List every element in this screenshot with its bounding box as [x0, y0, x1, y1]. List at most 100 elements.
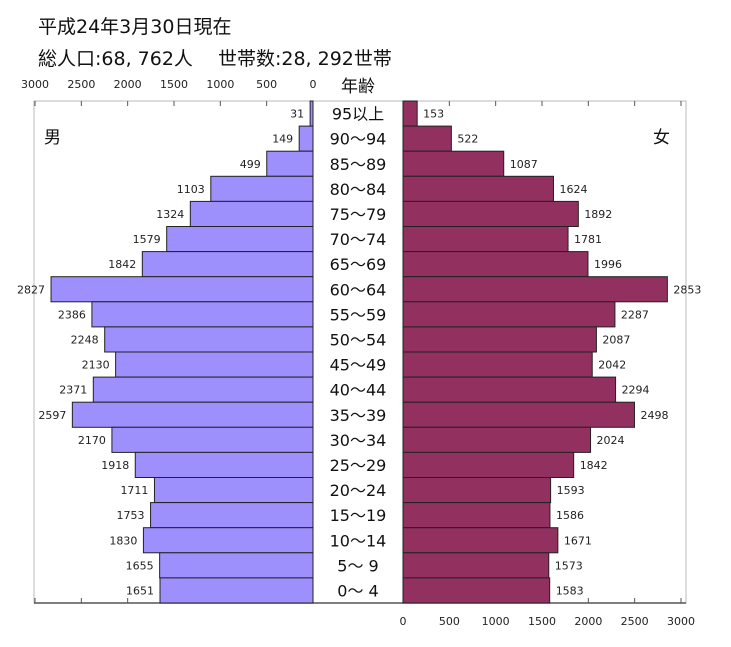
male-value-label: 2386 — [58, 308, 86, 321]
female-value-label: 1781 — [574, 233, 602, 246]
female-value-label: 2853 — [673, 283, 701, 296]
left-tick-label: 1500 — [160, 78, 188, 91]
female-value-label: 2042 — [598, 359, 626, 372]
female-bar — [402, 552, 550, 579]
female-value-label: 1996 — [594, 258, 622, 271]
right-tick-label: 3000 — [667, 615, 695, 628]
male-value-label: 2371 — [59, 384, 87, 397]
male-bar — [142, 527, 314, 554]
male-value-label: 1324 — [156, 208, 184, 221]
female-bar — [402, 527, 559, 554]
male-value-label: 149 — [272, 133, 293, 146]
female-bar — [402, 175, 554, 202]
female-value-label: 2024 — [597, 434, 625, 447]
age-axis-title: 年齢 — [341, 77, 375, 97]
male-bar — [92, 376, 314, 403]
female-value-label: 1892 — [584, 208, 612, 221]
right-tick-label: 2000 — [574, 615, 602, 628]
female-bar — [402, 426, 592, 453]
female-bar — [402, 251, 589, 278]
male-label: 男 — [44, 128, 61, 148]
male-bar — [104, 326, 314, 353]
age-group-label: 60～64 — [330, 280, 387, 299]
male-bar — [115, 351, 314, 378]
female-bar — [402, 125, 452, 152]
female-bar — [402, 150, 505, 177]
male-value-label: 1579 — [133, 233, 161, 246]
left-tick-label: 1000 — [206, 78, 234, 91]
right-tick-label: 1500 — [528, 615, 556, 628]
left-tick-label: 0 — [310, 78, 317, 91]
male-bar — [91, 301, 314, 328]
date-title: 平成24年3月30日現在 — [38, 16, 232, 38]
male-value-label: 499 — [240, 158, 261, 171]
age-group-label: 70～74 — [330, 230, 387, 249]
female-value-label: 2287 — [621, 308, 649, 321]
female-bar — [402, 226, 569, 253]
male-value-label: 1103 — [177, 183, 205, 196]
female-bar — [402, 577, 551, 604]
right-tick-label: 1000 — [482, 615, 510, 628]
male-value-label: 1651 — [126, 584, 154, 597]
male-bar — [210, 175, 314, 202]
left-tick-label: 3000 — [21, 78, 49, 91]
female-value-label: 1593 — [557, 484, 585, 497]
age-group-label: 15～19 — [330, 506, 387, 525]
male-bar — [189, 200, 314, 227]
population-summary: 総人口:68, 762人 世帯数:28, 292世帯 — [38, 48, 392, 70]
male-bar — [134, 451, 314, 478]
age-group-label: 10～14 — [330, 531, 387, 550]
male-value-label: 2597 — [38, 409, 66, 422]
female-bar — [402, 376, 617, 403]
age-group-label: 55～59 — [330, 305, 387, 324]
male-bar — [141, 251, 314, 278]
age-group-label: 30～34 — [330, 431, 387, 450]
female-value-label: 1087 — [510, 158, 538, 171]
male-value-label: 1918 — [101, 459, 129, 472]
male-value-label: 31 — [290, 108, 304, 121]
age-group-label: 50～54 — [330, 330, 387, 349]
female-bar — [402, 100, 418, 127]
age-group-label: 20～24 — [330, 481, 387, 500]
male-bar — [159, 577, 314, 604]
male-bar — [166, 226, 314, 253]
female-bar — [402, 301, 616, 328]
female-value-label: 1671 — [564, 534, 592, 547]
female-value-label: 2087 — [602, 333, 630, 346]
male-value-label: 1753 — [117, 509, 145, 522]
age-group-label: 5～ 9 — [337, 556, 378, 575]
left-tick-label: 2500 — [67, 78, 95, 91]
age-group-label: 65～69 — [330, 255, 387, 274]
male-bar — [298, 125, 314, 152]
female-value-label: 2294 — [622, 384, 650, 397]
age-group-label: 85～89 — [330, 155, 387, 174]
male-value-label: 2827 — [17, 283, 45, 296]
female-bar — [402, 401, 635, 428]
male-bar — [266, 150, 314, 177]
female-value-label: 2498 — [640, 409, 668, 422]
female-bar — [402, 502, 551, 529]
female-bar — [402, 451, 575, 478]
left-tick-label: 500 — [256, 78, 277, 91]
female-bar — [402, 351, 593, 378]
male-value-label: 1711 — [120, 484, 148, 497]
male-bar — [159, 552, 314, 579]
female-bar — [402, 326, 597, 353]
male-bar — [111, 426, 314, 453]
left-tick-label: 2000 — [114, 78, 142, 91]
age-group-label: 95以上 — [332, 105, 384, 124]
right-tick-label: 0 — [400, 615, 407, 628]
age-group-label: 0～ 4 — [337, 581, 378, 600]
age-group-label: 75～79 — [330, 205, 387, 224]
male-bar — [50, 276, 314, 303]
male-value-label: 2170 — [78, 434, 106, 447]
female-value-label: 1586 — [556, 509, 584, 522]
male-value-label: 1830 — [109, 534, 137, 547]
age-group-label: 25～29 — [330, 456, 387, 475]
female-label: 女 — [653, 128, 670, 148]
male-value-label: 2248 — [71, 333, 99, 346]
age-group-label: 40～44 — [330, 381, 387, 400]
female-value-label: 1573 — [555, 559, 583, 572]
male-bar — [309, 100, 314, 127]
